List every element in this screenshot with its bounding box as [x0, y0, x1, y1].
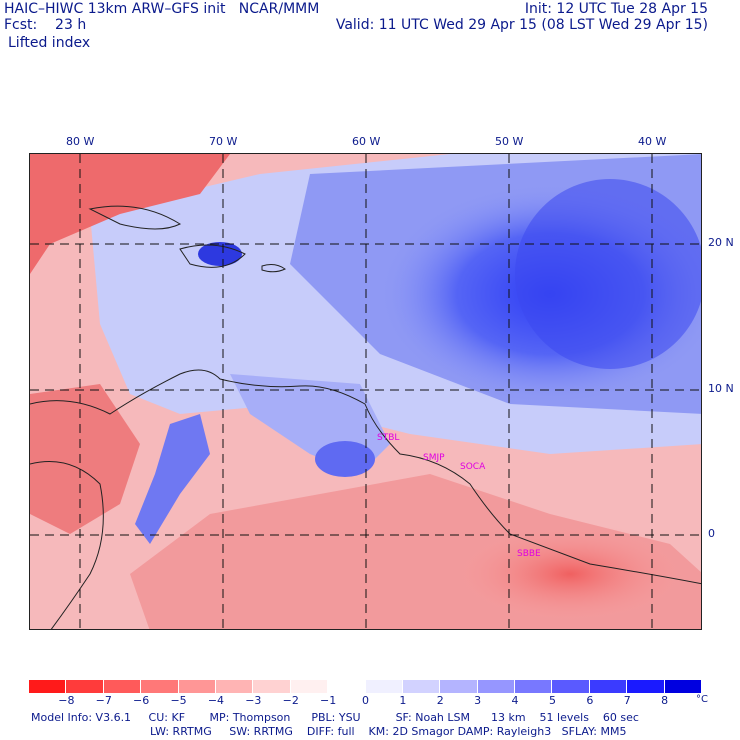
site-label-stbl: STBL: [377, 433, 399, 443]
lon-label-80w: 80 W: [66, 135, 95, 148]
field-name: Lifted index: [8, 35, 91, 51]
map-field-svg: STBL SMJP SOCA SBBE: [30, 154, 701, 629]
coast-cuba: [88, 205, 182, 230]
colorbar-swatch: [253, 680, 291, 693]
colorbar-tick-label: −4: [207, 694, 225, 707]
station-labels: STBL SMJP SOCA SBBE: [377, 433, 541, 559]
colorbar-tick-label: −6: [133, 694, 150, 707]
colorbar-tick-label: −8: [58, 694, 75, 707]
colorbar-tick-label: −5: [170, 694, 187, 707]
site-label-soca: SOCA: [460, 462, 486, 472]
colorbar-swatch: [627, 680, 665, 693]
colorbar-swatch: [178, 680, 216, 693]
colorbar-swatch: [589, 680, 628, 693]
colorbar-tick-label: 8: [661, 694, 669, 707]
model-info-line1: Model Info: V3.6.1 CU: KF MP: Thompson P…: [31, 711, 639, 724]
lon-label-70w: 70 W: [209, 135, 238, 148]
lifted-index-map: STBL SMJP SOCA SBBE: [29, 153, 702, 630]
colorbar-swatch: [664, 680, 703, 693]
colorbar-swatch: [515, 680, 553, 693]
colorbar-swatch: [365, 680, 403, 693]
colorbar-tick-label: −1: [320, 694, 337, 707]
colorbar-tick-label: −3: [245, 694, 262, 707]
colorbar-tick-label: −7: [95, 694, 112, 707]
colorbar-swatch: [552, 680, 590, 693]
lon-label-40w: 40 W: [638, 135, 667, 148]
colorbar-tick-label: 7: [623, 694, 631, 707]
colorbar-tick-label: 2: [436, 694, 444, 707]
coast-central: [30, 461, 104, 629]
latlon-grid: [30, 154, 701, 629]
colorbar-tick-label: 1: [399, 694, 407, 707]
colorbar-swatch: [215, 680, 254, 693]
coast-south-america: [30, 369, 701, 585]
stable-max-core: [515, 179, 701, 369]
lon-label-50w: 50 W: [495, 135, 524, 148]
colorbar-swatch: [477, 680, 516, 693]
colorbar-tick-label: 0: [362, 694, 369, 707]
model-info-line2: LW: RRTMG SW: RRTMG DIFF: full KM: 2D Sm…: [150, 725, 627, 738]
site-label-smjp: SMJP: [423, 453, 445, 463]
coast-puerto-rico: [261, 264, 286, 273]
colorbar-tick-label: 6: [586, 694, 594, 707]
forecast-hour: Fcst: 23 h: [4, 17, 87, 33]
coast-hispaniola: [179, 244, 246, 268]
colorbar-swatch: [29, 680, 67, 693]
coastlines: [30, 205, 701, 629]
colorbar-swatch: [141, 680, 179, 693]
site-label-sbbe: SBBE: [517, 549, 541, 559]
colorbar-swatch: [440, 680, 478, 693]
lat-label-20n: 20 N: [708, 236, 734, 249]
colorbar-tick-label: 4: [511, 694, 519, 707]
colorbar-tick-label: −2: [282, 694, 299, 707]
lat-label-10n: 10 N: [708, 382, 734, 395]
colorbar-swatch: [328, 680, 366, 693]
unstable-core-s: [450, 524, 690, 624]
colorbar: [29, 680, 703, 693]
plot-title: HAIC–HIWC 13km ARW–GFS init NCAR/MMM: [4, 1, 320, 17]
colorbar-swatch: [103, 680, 142, 693]
lat-label-0: 0: [708, 527, 715, 540]
colorbar-tick-label: 3: [474, 694, 482, 707]
colorbar-swatch: [402, 680, 441, 693]
unstable-region-w: [30, 384, 140, 534]
colorbar-tick-label: 5: [548, 694, 556, 707]
colorbar-swatch: [66, 680, 104, 693]
stable-pocket-w: [135, 414, 210, 544]
colorbar-unit: °C: [696, 694, 708, 705]
valid-time: Valid: 11 UTC Wed 29 Apr 15 (08 LST Wed …: [335, 17, 708, 33]
colorbar-swatch: [290, 680, 329, 693]
init-time: Init: 12 UTC Tue 28 Apr 15: [524, 1, 708, 17]
colorbar-ticks: −8 −7 −6 −5 −4 −3 −2 −1 0 1 2 3 4 5 6 7 8: [29, 694, 702, 708]
stable-pocket-e: [315, 441, 375, 477]
lon-label-60w: 60 W: [352, 135, 381, 148]
